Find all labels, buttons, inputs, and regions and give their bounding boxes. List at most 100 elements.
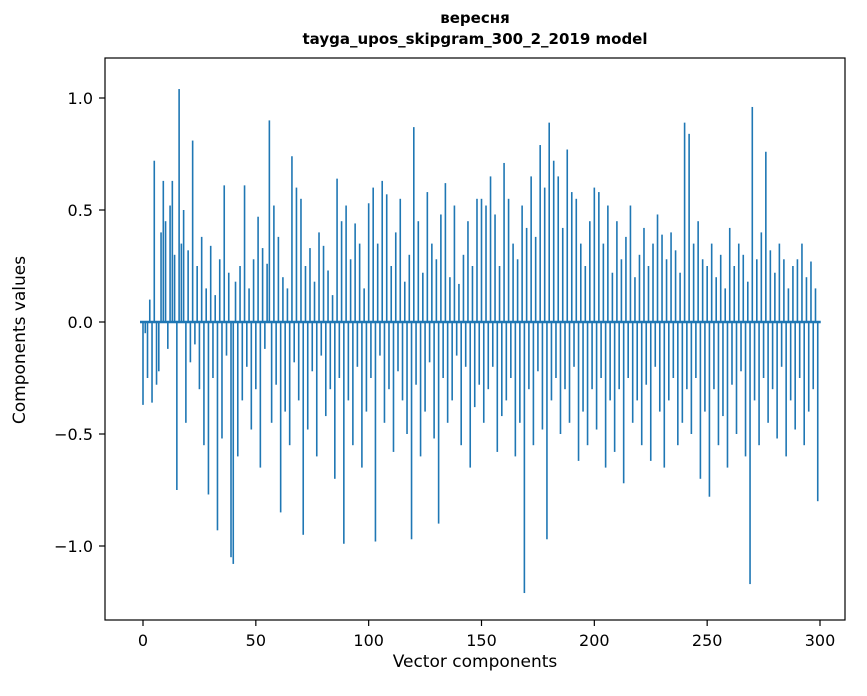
bar <box>388 322 390 390</box>
bar <box>442 322 444 378</box>
bar <box>652 243 654 322</box>
bar <box>225 322 228 356</box>
bar <box>449 277 451 322</box>
bar <box>205 288 207 322</box>
bar <box>385 194 388 322</box>
bar <box>343 322 345 544</box>
bar <box>471 266 474 322</box>
bar <box>715 277 717 322</box>
bar <box>440 214 442 322</box>
bar <box>164 221 167 322</box>
bar <box>218 259 221 322</box>
bar <box>356 322 359 367</box>
bar <box>144 322 147 334</box>
bar <box>266 263 268 322</box>
bar <box>622 322 625 484</box>
bar <box>334 322 336 479</box>
bar <box>212 322 214 378</box>
bar <box>742 254 745 322</box>
bar <box>370 322 372 378</box>
bar <box>654 322 657 367</box>
bar <box>699 322 702 479</box>
bar <box>577 322 580 461</box>
bar <box>403 281 406 322</box>
bar <box>541 322 544 430</box>
bar <box>236 322 239 457</box>
bar <box>679 272 681 322</box>
bar <box>178 89 180 322</box>
bar <box>575 198 578 322</box>
x-axis-label: Vector components <box>392 652 558 672</box>
bar <box>765 151 767 322</box>
plot-area-border <box>104 57 846 621</box>
bar <box>482 322 485 423</box>
bar <box>688 133 690 322</box>
bar <box>593 187 596 322</box>
bar <box>677 322 679 446</box>
bar <box>424 322 426 412</box>
bar <box>169 205 171 322</box>
bar <box>209 245 212 322</box>
y-tick-label: 0.5 <box>68 201 93 220</box>
bar <box>464 322 467 367</box>
bar <box>620 259 623 322</box>
bar <box>324 322 327 417</box>
bar <box>252 259 255 322</box>
bar <box>532 322 535 446</box>
bar <box>345 205 347 322</box>
bar <box>607 205 609 322</box>
bar <box>160 232 162 322</box>
bar <box>780 322 783 367</box>
bar <box>142 322 144 405</box>
bar <box>417 221 420 322</box>
bar <box>559 322 562 434</box>
bar <box>510 322 512 378</box>
bar <box>469 322 472 468</box>
bar <box>658 322 661 412</box>
bar <box>230 322 232 558</box>
bar <box>726 322 729 468</box>
bar <box>776 322 778 439</box>
bar <box>713 322 715 390</box>
bar <box>561 227 564 322</box>
bar <box>801 243 803 322</box>
bar <box>516 259 519 322</box>
bar <box>189 322 192 363</box>
bar <box>546 322 548 540</box>
bar <box>437 322 440 524</box>
bar <box>232 322 235 564</box>
bar <box>485 205 487 322</box>
bar <box>392 322 395 452</box>
bar <box>663 322 666 468</box>
bar <box>361 322 363 468</box>
bar <box>767 322 769 423</box>
bar <box>519 322 521 423</box>
x-axis: 0 50 100 150 200 250 300 <box>138 620 835 650</box>
bar <box>255 322 257 390</box>
bar <box>584 266 587 322</box>
bar <box>306 322 309 430</box>
bar <box>207 322 210 495</box>
bar <box>566 149 569 322</box>
bar <box>376 243 379 322</box>
bar <box>792 266 794 322</box>
bar <box>543 187 546 322</box>
bar <box>358 243 361 322</box>
bar <box>415 322 417 385</box>
bar <box>586 322 589 446</box>
bar <box>275 322 277 385</box>
y-tick-label: −0.5 <box>54 425 93 444</box>
bar <box>318 232 320 322</box>
bar <box>785 322 787 457</box>
bar <box>665 259 668 322</box>
bar <box>394 232 397 322</box>
bar <box>625 236 627 322</box>
bar <box>647 266 650 322</box>
bar <box>787 288 790 322</box>
bar <box>467 221 469 322</box>
bar <box>187 250 189 322</box>
y-tick-label: 0.0 <box>68 313 93 332</box>
bar <box>695 322 697 378</box>
bar <box>728 227 731 322</box>
